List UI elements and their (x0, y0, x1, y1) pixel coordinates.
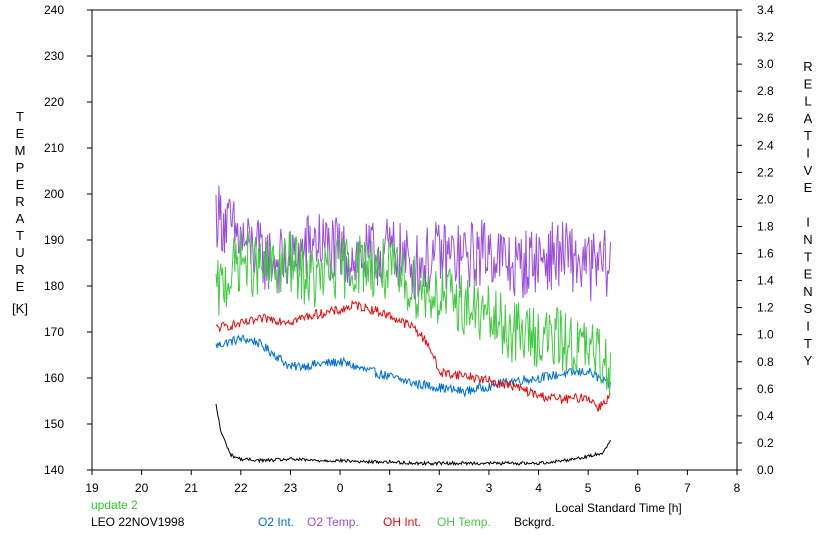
plot-frame (91, 9, 738, 471)
y-right-label-letter: R (803, 59, 812, 74)
series-line (215, 403, 611, 466)
y-right-tick-label: 1.2 (757, 301, 774, 315)
y-left-label-letter: R (15, 194, 24, 209)
y-right-label-letter: L (804, 94, 811, 109)
y-right-tick-label: 2.0 (757, 192, 774, 206)
y-left-label-letter: U (15, 245, 24, 260)
x-tick-label: 2 (436, 481, 443, 495)
y-left-label-letter: E (16, 177, 25, 192)
y-right-tick-label: 3.0 (757, 57, 774, 71)
y-left-label-letter: T (16, 109, 24, 124)
x-tick-label: 8 (734, 481, 741, 495)
y-right-tick-label: 1.4 (757, 274, 774, 288)
y-right-label-letter: Y (804, 353, 813, 368)
y-right-tick-label: 1.0 (757, 328, 774, 342)
x-tick-label: 7 (684, 481, 691, 495)
y-left-tick-label: 230 (44, 49, 64, 63)
status-text: update 2 (91, 498, 138, 512)
x-tick-label: 21 (185, 481, 199, 495)
legend-item: Bckgrd. (514, 515, 555, 529)
y-right-tick-label: 1.6 (757, 247, 774, 261)
y-right-tick-label: 0.4 (757, 409, 774, 423)
legend-item: O2 Int. (258, 515, 294, 529)
y-left-label-letter: R (15, 262, 24, 277)
y-left-tick-label: 240 (44, 3, 64, 17)
y-left-tick-label: 150 (44, 417, 64, 431)
series-line (215, 299, 611, 412)
y-right-label-letter: T (804, 336, 812, 351)
y-right-tick-label: 0.2 (757, 436, 774, 450)
y-right-label-letter: T (804, 249, 812, 264)
x-tick-label: 0 (337, 481, 344, 495)
y-left-tick-label: 140 (44, 463, 64, 477)
legend-item: OH Temp. (437, 515, 491, 529)
x-tick-label: 6 (634, 481, 641, 495)
x-tick-label: 19 (85, 481, 99, 495)
y-right-tick-label: 0.8 (757, 355, 774, 369)
y-right-tick-label: 0.0 (757, 463, 774, 477)
y-right-tick-label: 2.4 (757, 138, 774, 152)
y-left-tick-label: 220 (44, 95, 64, 109)
legend-item: O2 Temp. (307, 515, 359, 529)
y-left-tick-label: 160 (44, 371, 64, 385)
y-left-tick-label: 200 (44, 187, 64, 201)
x-tick-label: 22 (234, 481, 248, 495)
x-tick-label: 20 (135, 481, 149, 495)
y-left-label-letter: T (16, 228, 24, 243)
y-right-tick-label: 3.4 (757, 3, 774, 17)
y-right-label-letter: I (806, 146, 810, 161)
y-left-tick-label: 190 (44, 233, 64, 247)
y-right-label-letter: N (803, 284, 812, 299)
y-right-label-letter: N (803, 232, 812, 247)
legend-item: OH Int. (383, 515, 421, 529)
y-right-tick-label: 3.2 (757, 30, 774, 44)
y-right-label-letter: E (804, 76, 813, 91)
y-right-label-letter: A (804, 111, 813, 126)
series-line (215, 334, 611, 399)
y-right-label-letter: E (804, 267, 813, 282)
y-right-tick-label: 2.8 (757, 84, 774, 98)
series-line (215, 185, 611, 302)
y-left-tick-label: 180 (44, 279, 64, 293)
y-left-label-letter: A (16, 211, 25, 226)
site-date: LEO 22NOV1998 (91, 515, 185, 529)
y-right-tick-label: 2.2 (757, 165, 774, 179)
y-right-label-letter: T (804, 128, 812, 143)
y-right-tick-label: 1.8 (757, 219, 774, 233)
y-right-label-letter: V (804, 163, 813, 178)
y-left-label-letter: E (16, 126, 25, 141)
x-tick-label: 5 (585, 481, 592, 495)
y-left-tick-label: 170 (44, 325, 64, 339)
y-right-label-letter: E (804, 180, 813, 195)
y-left-label-letter: E (16, 279, 25, 294)
x-axis-label: Local Standard Time [h] (555, 501, 682, 515)
y-right-label-letter: I (806, 319, 810, 334)
y-left-unit: [K] (12, 301, 28, 316)
y-left-tick-label: 210 (44, 141, 64, 155)
x-tick-label: 4 (535, 481, 542, 495)
x-tick-label: 3 (486, 481, 493, 495)
y-right-label-letter: S (804, 301, 813, 316)
y-left-label-letter: M (15, 143, 26, 158)
y-left-label-letter: P (16, 160, 25, 175)
x-tick-label: 23 (284, 481, 298, 495)
series-line (215, 229, 611, 395)
y-right-label-letter: I (806, 215, 810, 230)
y-right-tick-label: 2.6 (757, 111, 774, 125)
x-tick-label: 1 (386, 481, 393, 495)
y-right-tick-label: 0.6 (757, 382, 774, 396)
